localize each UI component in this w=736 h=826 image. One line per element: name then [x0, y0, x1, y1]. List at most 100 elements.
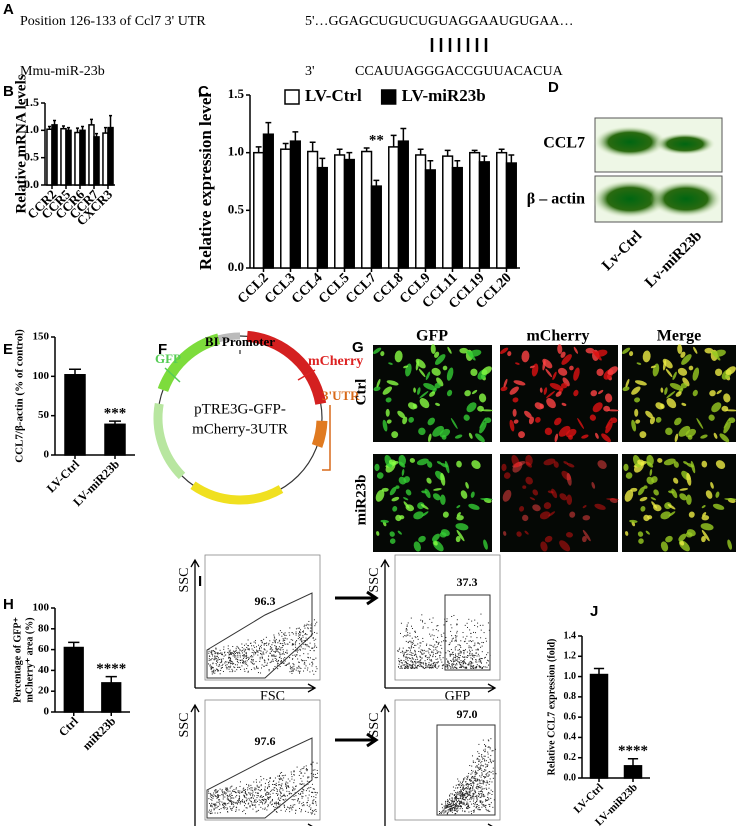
- event-dot: [280, 630, 281, 631]
- event-dot: [401, 666, 402, 667]
- event-dot: [472, 781, 473, 782]
- event-dot: [301, 641, 302, 642]
- event-dot: [315, 639, 316, 640]
- event-dot: [476, 667, 477, 668]
- event-dot: [238, 662, 239, 663]
- event-dot: [405, 666, 406, 667]
- event-dot: [432, 656, 433, 657]
- event-dot: [306, 625, 307, 626]
- event-dot: [303, 783, 304, 784]
- event-dot: [285, 665, 286, 666]
- event-dot: [275, 640, 276, 641]
- event-dot: [303, 790, 304, 791]
- event-dot: [210, 652, 211, 653]
- event-dot: [229, 651, 230, 652]
- event-dot: [418, 639, 419, 640]
- event-dot: [221, 790, 222, 791]
- event-dot: [475, 791, 476, 792]
- event-dot: [423, 667, 424, 668]
- event-dot: [224, 793, 225, 794]
- blot-band: [655, 133, 715, 155]
- event-dot: [407, 635, 408, 636]
- event-dot: [447, 813, 448, 814]
- event-dot: [315, 801, 316, 802]
- event-dot: [483, 796, 484, 797]
- event-dot: [481, 754, 482, 755]
- event-dot: [268, 786, 269, 787]
- event-dot: [459, 657, 460, 658]
- event-dot: [460, 653, 461, 654]
- event-dot: [293, 666, 294, 667]
- event-dot: [477, 799, 478, 800]
- event-dot: [471, 804, 472, 805]
- event-dot: [469, 799, 470, 800]
- event-dot: [292, 632, 293, 633]
- event-dot: [308, 628, 309, 629]
- event-dot: [216, 660, 217, 661]
- event-dot: [441, 662, 442, 663]
- event-dot: [462, 782, 463, 783]
- event-dot: [474, 793, 475, 794]
- event-dot: [417, 662, 418, 663]
- event-dot: [244, 662, 245, 663]
- y-tick-label: 150: [33, 331, 50, 343]
- event-dot: [228, 645, 229, 646]
- event-dot: [294, 804, 295, 805]
- event-dot: [471, 797, 472, 798]
- event-dot: [452, 663, 453, 664]
- event-dot: [445, 652, 446, 653]
- event-dot: [460, 798, 461, 799]
- event-dot: [273, 656, 274, 657]
- event-dot: [488, 811, 489, 812]
- event-dot: [299, 783, 300, 784]
- event-dot: [467, 786, 468, 787]
- event-dot: [283, 663, 284, 664]
- event-dot: [300, 793, 301, 794]
- event-dot: [460, 651, 461, 652]
- event-dot: [458, 650, 459, 651]
- event-dot: [449, 806, 450, 807]
- event-dot: [421, 662, 422, 663]
- event-dot: [488, 622, 489, 623]
- event-dot: [315, 623, 316, 624]
- event-dot: [310, 643, 311, 644]
- event-dot: [304, 662, 305, 663]
- event-dot: [240, 801, 241, 802]
- event-dot: [470, 655, 471, 656]
- event-dot: [471, 813, 472, 814]
- event-dot: [216, 796, 217, 797]
- event-dot: [225, 804, 226, 805]
- event-dot: [261, 789, 262, 790]
- event-dot: [216, 658, 217, 659]
- event-dot: [217, 807, 218, 808]
- event-dot: [224, 656, 225, 657]
- event-dot: [238, 801, 239, 802]
- event-dot: [427, 657, 428, 658]
- event-dot: [238, 647, 239, 648]
- event-dot: [252, 656, 253, 657]
- event-dot: [274, 636, 275, 637]
- event-dot: [211, 650, 212, 651]
- event-dot: [283, 777, 284, 778]
- event-dot: [276, 649, 277, 650]
- event-dot: [412, 665, 413, 666]
- event-dot: [245, 662, 246, 663]
- event-dot: [471, 663, 472, 664]
- event-dot: [289, 657, 290, 658]
- event-dot: [277, 794, 278, 795]
- event-dot: [230, 663, 231, 664]
- event-dot: [452, 808, 453, 809]
- event-dot: [274, 655, 275, 656]
- event-dot: [214, 656, 215, 657]
- event-dot: [212, 654, 213, 655]
- event-dot: [263, 653, 264, 654]
- event-dot: [215, 653, 216, 654]
- event-dot: [305, 668, 306, 669]
- event-dot: [242, 650, 243, 651]
- event-dot: [274, 790, 275, 791]
- event-dot: [431, 652, 432, 653]
- event-dot: [238, 791, 239, 792]
- event-dot: [222, 664, 223, 665]
- event-dot: [265, 783, 266, 784]
- significance: ****: [96, 661, 126, 677]
